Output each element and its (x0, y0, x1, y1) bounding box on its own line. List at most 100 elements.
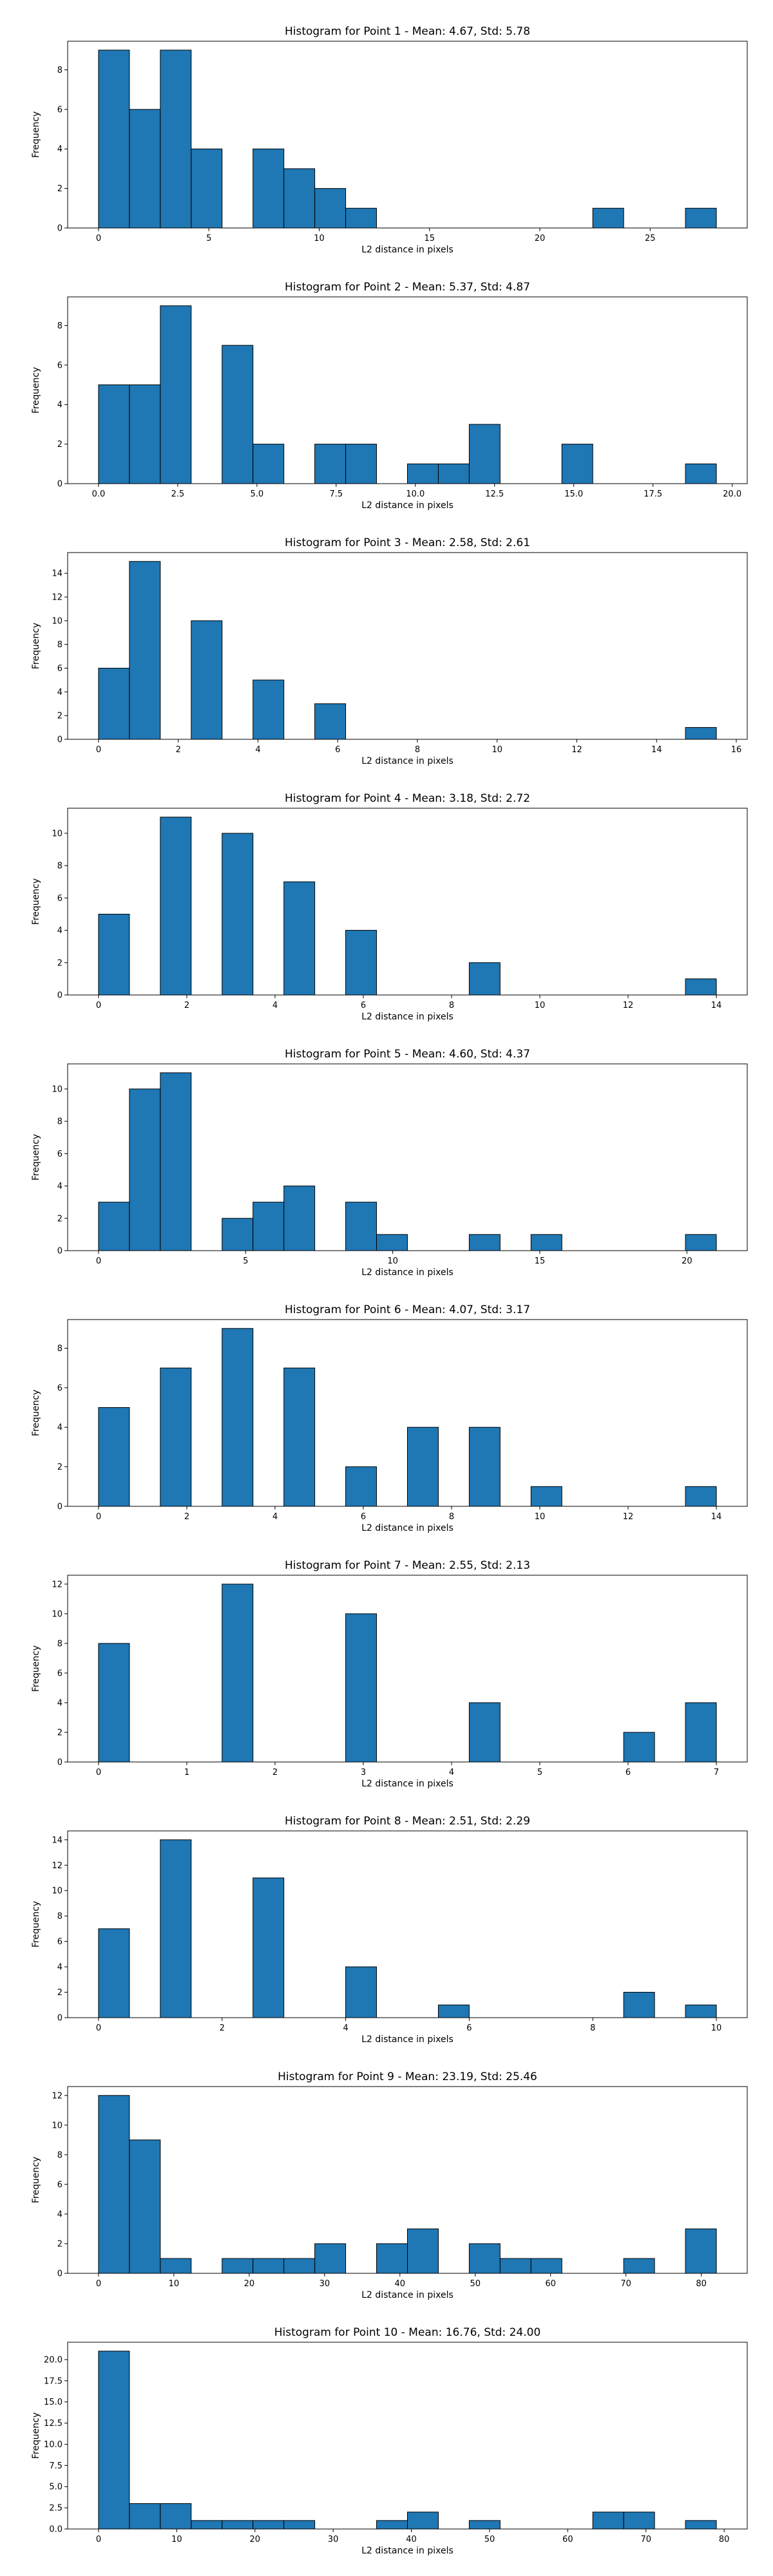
y-tick-label: 8 (57, 2150, 62, 2160)
histogram-bar (98, 1928, 130, 2018)
x-tick-label: 80 (696, 2279, 707, 2289)
histogram-panel-9: Histogram for Point 9 - Mean: 23.19, Std… (31, 2070, 748, 2300)
y-tick-label: 20.0 (44, 2355, 62, 2365)
y-tick-label: 7.5 (49, 2461, 62, 2471)
y-tick-label: 10 (52, 1609, 62, 1619)
x-tick-label: 0 (96, 745, 101, 755)
y-tick-label: 8 (57, 1639, 62, 1649)
plot-frame (67, 1830, 748, 2018)
x-tick-label: 70 (641, 2535, 652, 2544)
y-tick-label: 10 (52, 616, 62, 626)
y-tick-label: 6 (57, 664, 62, 674)
x-tick-label: 0 (96, 1001, 101, 1010)
x-tick-label: 4 (255, 745, 260, 755)
y-tick-label: 6 (57, 1669, 62, 1678)
x-tick-label: 1 (184, 1768, 189, 1777)
y-axis-label: Frequency (31, 623, 41, 669)
x-tick-label: 4 (272, 1512, 278, 1522)
x-tick-label: 6 (466, 2023, 472, 2033)
x-tick-label: 2 (220, 2023, 225, 2033)
histogram-panel-2: Histogram for Point 2 - Mean: 5.37, Std:… (31, 281, 748, 511)
histogram-bar (345, 1613, 377, 1763)
x-tick-label: 0 (96, 2023, 101, 2033)
x-axis-label: L2 distance in pixels (361, 1523, 453, 1533)
histogram-bar (222, 2258, 254, 2274)
histogram-bar (160, 817, 192, 996)
histogram-bar (98, 1407, 130, 1507)
histogram-bar (160, 1367, 192, 1507)
x-tick-label: 12 (571, 745, 582, 755)
x-tick-label: 0 (96, 234, 101, 243)
y-tick-label: 2 (57, 1988, 62, 1998)
histogram-bar (129, 1088, 161, 1251)
x-tick-label: 10 (491, 745, 502, 755)
x-tick-label: 10 (711, 2023, 722, 2033)
y-tick-label: 0.0 (49, 2525, 62, 2535)
plot-frame (67, 1319, 748, 1507)
x-tick-label: 2 (272, 1768, 278, 1777)
x-tick-label: 8 (449, 1001, 454, 1010)
histogram-bar (592, 207, 624, 229)
histogram-bar (283, 881, 316, 996)
chart-title: Histogram for Point 2 - Mean: 5.37, Std:… (285, 281, 530, 294)
plot-frame (67, 1063, 748, 1251)
x-tick-label: 0 (96, 1512, 101, 1522)
histogram-bar (98, 50, 130, 229)
histogram-bar (98, 2351, 130, 2530)
histogram-bar (468, 424, 501, 484)
y-tick-label: 0 (57, 735, 62, 745)
chart-title: Histogram for Point 5 - Mean: 4.60, Std:… (285, 1048, 530, 1061)
y-tick-label: 10.0 (44, 2440, 62, 2450)
y-axis-label: Frequency (31, 367, 41, 413)
y-tick-label: 4 (57, 1963, 62, 1973)
y-tick-label: 12 (52, 593, 62, 603)
histogram-panel-10: Histogram for Point 10 - Mean: 16.76, St… (31, 2326, 748, 2556)
x-tick-label: 14 (651, 745, 662, 755)
histogram-bar (685, 978, 717, 996)
y-axis-label: Frequency (31, 1390, 41, 1436)
y-axis-label: Frequency (31, 878, 41, 925)
x-axis-label: L2 distance in pixels (361, 2290, 453, 2300)
histogram-bar (468, 962, 501, 996)
histogram-bar (407, 463, 439, 484)
histogram-bar (407, 2512, 439, 2530)
histogram-bar (561, 444, 593, 484)
histogram-panel-3: Histogram for Point 3 - Mean: 2.58, Std:… (31, 536, 748, 766)
x-axis-label: L2 distance in pixels (361, 500, 453, 511)
y-tick-label: 2 (57, 440, 62, 450)
y-tick-label: 0 (57, 2014, 62, 2023)
histogram-bar (222, 1328, 254, 1507)
histogram-bar (222, 1584, 254, 1763)
x-tick-label: 4 (449, 1768, 454, 1777)
y-tick-label: 4 (57, 926, 62, 936)
histogram-bar (222, 833, 254, 996)
histogram-bar (253, 2258, 285, 2274)
x-tick-label: 0 (96, 1256, 101, 1266)
x-tick-label: 10 (169, 2279, 180, 2289)
y-tick-label: 5.0 (49, 2483, 62, 2492)
y-tick-label: 8 (57, 862, 62, 871)
y-tick-label: 15.0 (44, 2398, 62, 2407)
x-tick-label: 30 (328, 2535, 339, 2544)
histogram-bar (160, 2258, 192, 2274)
y-tick-label: 8 (57, 1344, 62, 1354)
histogram-bar (160, 2503, 192, 2530)
y-axis-label: Frequency (31, 1901, 41, 1947)
y-tick-label: 10 (52, 1084, 62, 1094)
y-tick-label: 8 (57, 1117, 62, 1127)
histogram-bar (623, 1732, 655, 1763)
x-tick-label: 17.5 (644, 489, 662, 499)
histogram-bar (129, 2503, 161, 2530)
x-tick-label: 5 (537, 1768, 542, 1777)
y-tick-label: 0 (57, 1502, 62, 1512)
histogram-bar (314, 188, 347, 229)
y-axis-label: Frequency (31, 111, 41, 158)
chart-title: Histogram for Point 4 - Mean: 3.18, Std:… (285, 792, 530, 805)
histogram-bar (685, 727, 717, 740)
histogram-bar (98, 2095, 130, 2274)
x-tick-label: 6 (335, 745, 340, 755)
histogram-bar (191, 148, 223, 229)
y-tick-label: 6 (57, 2180, 62, 2190)
histogram-bar (376, 1234, 408, 1251)
x-tick-label: 16 (731, 745, 742, 755)
